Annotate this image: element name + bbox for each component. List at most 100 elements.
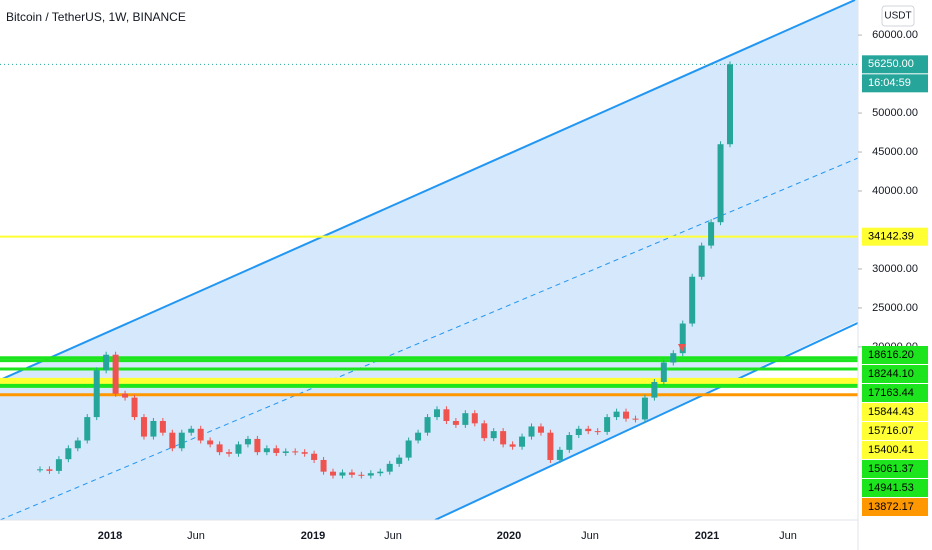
last-price-label: 56250.00 [868,58,914,70]
candle [358,474,365,476]
candle [330,471,337,476]
candle [311,453,318,460]
level-label: 15400.41 [868,444,914,456]
candle [405,440,412,458]
x-tick-label: Jun [581,530,599,542]
candle [301,452,308,454]
candle [339,472,346,476]
candle [122,393,129,398]
candle [140,417,147,437]
candle [150,420,157,437]
candle [188,428,195,433]
candle [641,397,648,420]
signal-marker [678,344,686,352]
level-tag [862,460,928,478]
x-tick-label: 2020 [497,530,521,542]
candle [197,428,204,441]
y-tick-label: 60000.00 [872,29,918,41]
currency-button[interactable] [881,5,915,27]
candle [396,457,403,464]
candle [604,417,611,432]
candle [660,362,667,383]
candle [452,420,459,425]
countdown: 16:04:59 [868,77,911,89]
level-tag [862,441,928,459]
candle [462,413,469,425]
candle [207,440,214,445]
candle [244,438,251,445]
candle [103,354,110,371]
level-tag [862,227,928,246]
time-axis [0,520,858,550]
channel-mid [0,157,859,521]
candle [254,438,261,453]
y-tick-label: 30000.00 [872,263,918,275]
last-price-tag [862,55,928,74]
candle [679,323,686,354]
candle [292,451,299,453]
candle [537,426,544,433]
candle [65,448,72,460]
x-tick-label: 2021 [695,530,719,542]
candle [717,144,724,223]
level-tag [862,498,928,516]
candle [169,432,176,449]
level-label: 15061.37 [868,463,914,475]
candle [226,452,233,454]
channel-fill [0,0,858,520]
candle [263,448,270,453]
candle [575,428,582,436]
candle [433,409,440,418]
y-tick-label: 45000.00 [872,146,918,158]
candle [131,397,138,418]
candle [500,431,507,445]
candle [727,64,733,145]
level-tag [862,479,928,497]
level-tag [862,384,928,402]
candle [481,423,488,439]
level-label: 34142.39 [868,231,914,243]
channel-lower [434,320,863,521]
candle [490,431,497,439]
candle [613,411,620,418]
candle [471,413,478,424]
candle [585,428,592,432]
x-tick-label: Jun [779,530,797,542]
y-tick-label: 40000.00 [872,185,918,197]
candle [159,420,166,433]
x-tick-label: 2019 [301,530,325,542]
channel-upper [0,0,856,381]
candle [509,444,516,447]
chart-title: Bitcoin / TetherUS, 1W, BINANCE [6,10,186,24]
currency[interactable]: USDT [884,11,911,22]
level-tag [862,403,928,421]
candle [386,463,393,472]
candle [547,432,554,460]
candle [566,435,573,450]
candle [273,448,280,453]
level-label: 18244.10 [868,368,914,380]
candle [651,382,658,398]
level-tag [862,365,928,383]
candle [632,418,639,420]
candle [55,459,62,471]
x-tick-label: Jun [187,530,205,542]
candle [348,472,355,475]
candle [320,459,327,472]
candle [84,417,91,441]
candle [594,431,601,433]
candle [519,436,526,447]
level-label: 13872.17 [868,501,914,513]
candle [112,354,119,394]
level-label: 15716.07 [868,425,914,437]
candle [415,432,422,441]
level-label: 15844.43 [868,406,914,418]
candle [37,469,43,471]
candle [235,444,242,454]
candle [178,432,185,449]
candle [698,245,705,277]
candle [556,449,563,460]
candle [623,411,630,419]
candle [367,473,374,476]
